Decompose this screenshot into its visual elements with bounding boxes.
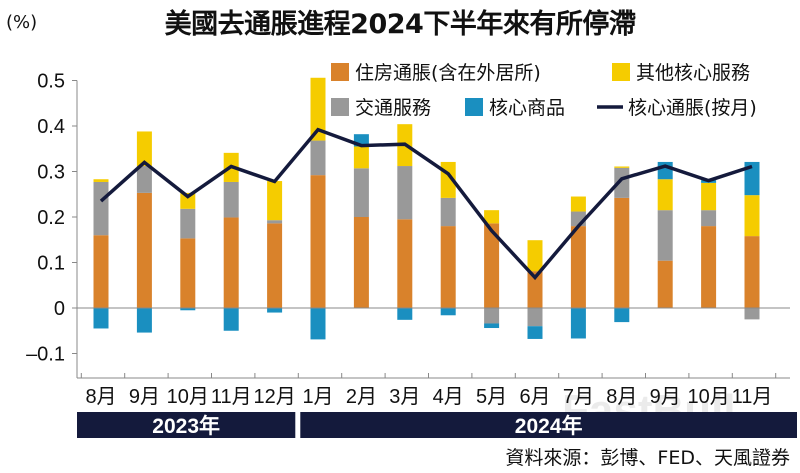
bar-其他核心服務 <box>570 196 586 212</box>
bar-核心商品 <box>570 308 586 339</box>
bar-其他核心服務 <box>93 179 109 182</box>
bar-核心商品 <box>180 308 196 311</box>
bar-交通服務 <box>223 181 239 218</box>
bar-住房通脹(含在外居所) <box>136 192 152 308</box>
x-tick-label: 9月 <box>129 386 160 408</box>
legend-label: 住房通脹(含在外居所) <box>355 62 541 84</box>
bar-核心商品 <box>614 308 630 323</box>
bar-核心商品 <box>310 308 326 340</box>
bar-核心商品 <box>223 308 239 331</box>
bar-住房通脹(含在外居所) <box>310 175 326 308</box>
y-tick-label: 0.1 <box>37 253 65 275</box>
y-axis-unit: (%) <box>6 12 38 33</box>
x-tick-label: 5月 <box>476 386 507 408</box>
bar-交通服務 <box>136 166 152 193</box>
bar-交通服務 <box>180 208 196 239</box>
bar-住房通脹(含在外居所) <box>180 238 196 308</box>
y-tick-label: 0.4 <box>37 116 65 138</box>
bar-住房通脹(含在外居所) <box>744 236 760 308</box>
bar-住房通脹(含在外居所) <box>440 226 456 308</box>
bar-核心商品 <box>267 308 283 313</box>
bar-核心商品 <box>397 308 413 320</box>
bar-住房通脹(含在外居所) <box>397 219 413 308</box>
y-tick-label: 0.2 <box>37 207 65 229</box>
bar-住房通脹(含在外居所) <box>484 223 500 308</box>
line-core-inflation <box>99 127 753 281</box>
bar-核心商品 <box>484 323 500 329</box>
y-tick-label: 0.3 <box>37 162 65 184</box>
bar-核心商品 <box>440 308 456 316</box>
bar-交通服務 <box>657 210 673 261</box>
bar-其他核心服務 <box>657 179 673 211</box>
legend-swatch <box>331 98 349 116</box>
bar-交通服務 <box>744 308 760 320</box>
bar-住房通脹(含在外居所) <box>614 197 630 308</box>
bar-交通服務 <box>310 140 326 176</box>
x-tick-label: 12月 <box>253 386 295 408</box>
bar-交通服務 <box>701 210 717 227</box>
year-band <box>300 412 797 438</box>
bar-住房通脹(含在外居所) <box>657 260 673 308</box>
x-tick-label: 7月 <box>563 386 594 408</box>
legend-swatch <box>331 63 349 81</box>
bar-住房通脹(含在外居所) <box>353 217 369 308</box>
bar-交通服務 <box>93 181 109 236</box>
bar-其他核心服務 <box>744 195 760 237</box>
bar-其他核心服務 <box>180 192 196 209</box>
year-label: 2023年 <box>152 414 220 438</box>
y-tick-label: –0.1 <box>26 344 65 366</box>
y-tick-label: 0.5 <box>37 71 65 93</box>
bar-交通服務 <box>267 220 283 224</box>
bar-其他核心服務 <box>484 210 500 224</box>
bar-住房通脹(含在外居所) <box>223 217 239 308</box>
bar-其他核心服務 <box>267 181 283 221</box>
bar-交通服務 <box>440 197 456 227</box>
bar-其他核心服務 <box>614 166 630 168</box>
legend-label: 交通服務 <box>355 97 431 119</box>
bar-其他核心服務 <box>310 77 326 141</box>
x-tick-label: 11月 <box>732 386 773 408</box>
legend-label: 核心通脹(按月) <box>628 97 757 119</box>
bar-交通服務 <box>614 167 630 198</box>
legend-label: 核心商品 <box>489 97 565 119</box>
bar-交通服務 <box>397 166 413 220</box>
bar-其他核心服務 <box>701 182 717 211</box>
source-note: 資料來源：彭博、FED、天風證券 <box>505 447 790 469</box>
bar-住房通脹(含在外居所) <box>701 226 717 308</box>
bar-核心商品 <box>527 326 543 339</box>
legend-swatch <box>612 63 630 81</box>
bar-交通服務 <box>527 308 543 327</box>
x-tick-label: 11月 <box>211 386 252 408</box>
x-tick-label: 1月 <box>302 386 333 408</box>
x-tick-label: 10月 <box>687 386 729 408</box>
bar-住房通脹(含在外居所) <box>570 226 586 308</box>
x-tick-label: 6月 <box>519 386 550 408</box>
bar-核心商品 <box>136 308 152 333</box>
x-tick-label: 8月 <box>606 386 637 408</box>
x-tick-label: 10月 <box>167 386 209 408</box>
bar-住房通脹(含在外居所) <box>267 223 283 308</box>
x-tick-label: 9月 <box>650 386 681 408</box>
x-tick-label: 2月 <box>346 386 377 408</box>
bar-其他核心服務 <box>353 146 369 169</box>
bar-核心商品 <box>93 308 109 329</box>
bar-其他核心服務 <box>136 131 152 167</box>
bar-核心商品 <box>744 161 760 196</box>
y-tick-label: 0 <box>54 298 65 320</box>
year-label: 2024年 <box>515 414 583 438</box>
legend-label: 其他核心服務 <box>636 62 750 84</box>
chart-title: 美國去通脹進程2024下半年來有所停滯 <box>164 9 636 40</box>
legend-swatch <box>465 98 483 116</box>
bar-交通服務 <box>484 308 500 324</box>
x-tick-label: 4月 <box>433 386 464 408</box>
bar-其他核心服務 <box>527 240 543 272</box>
bar-住房通脹(含在外居所) <box>527 271 543 308</box>
year-band <box>77 412 296 438</box>
x-tick-label: 3月 <box>389 386 420 408</box>
x-tick-label: 8月 <box>85 386 116 408</box>
bar-交通服務 <box>353 168 369 217</box>
bar-住房通脹(含在外居所) <box>93 235 109 308</box>
